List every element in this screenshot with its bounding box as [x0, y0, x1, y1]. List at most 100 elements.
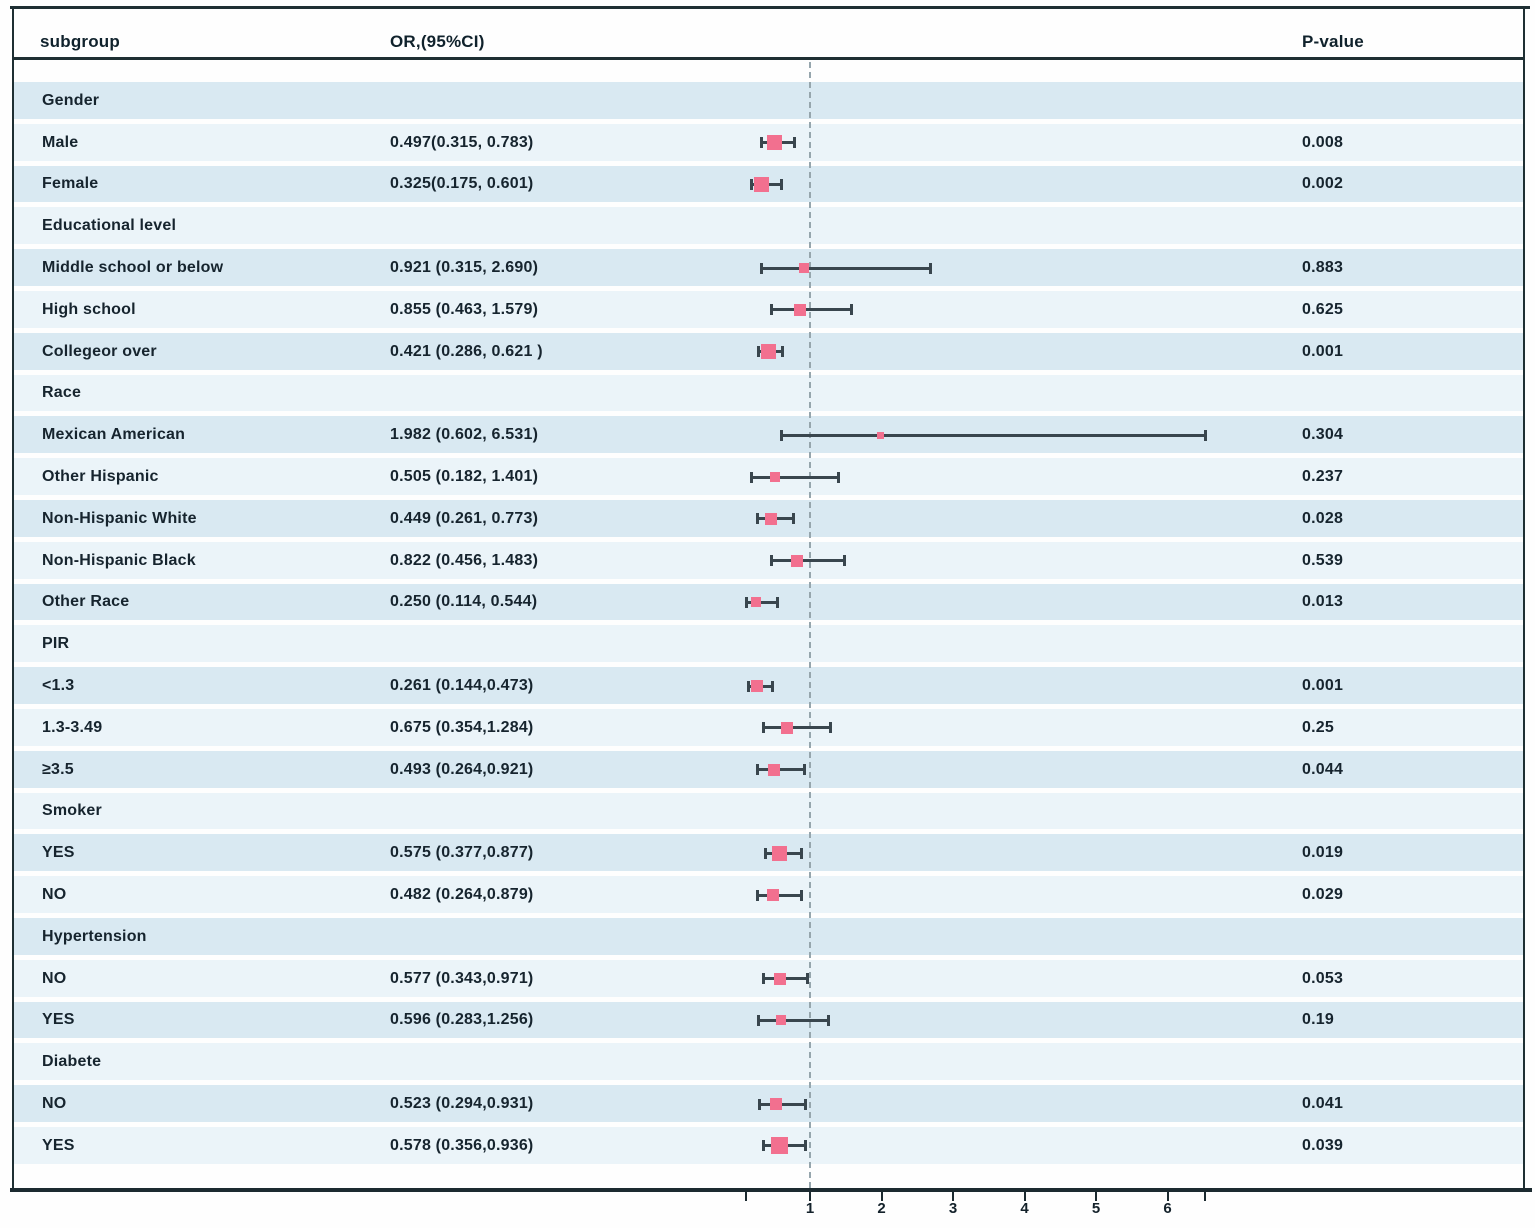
ci-cap-left [745, 596, 749, 608]
or-marker-square [767, 763, 780, 776]
or-marker-square [754, 176, 770, 192]
ci-cap-left [757, 346, 761, 358]
p-value: 0.625 [1302, 300, 1344, 318]
row-label: YES [42, 1011, 75, 1029]
row-stripe [14, 374, 1523, 412]
or-ci-value: 0.421 (0.286, 0.621 ) [390, 342, 543, 360]
axis-tick-label: 4 [1020, 1200, 1029, 1217]
ci-cap-right [792, 137, 796, 149]
ci-bar [746, 600, 778, 604]
row-label: Gender [42, 91, 100, 109]
category-row: Race [0, 373, 1535, 415]
ci-bar [758, 1018, 829, 1022]
row-stripe [14, 82, 1523, 119]
row-label: YES [42, 1136, 75, 1154]
or-marker-square [773, 972, 786, 985]
row-label: <1.3 [42, 677, 75, 695]
ci-cap-left [755, 513, 759, 525]
row-label: Non-Hispanic Black [42, 551, 196, 569]
axis-tick [1095, 1192, 1097, 1201]
ci-bar [771, 559, 845, 563]
or-marker-square [876, 431, 884, 439]
axis-tick-label: 6 [1163, 1200, 1172, 1217]
subgroup-row: YES 0.596 (0.283,1.256) 0.19 [0, 1000, 1535, 1042]
subgroup-row: <1.3 0.261 (0.144,0.473) 0.001 [0, 665, 1535, 707]
subgroup-row: NO 0.523 (0.294,0.931) 0.041 [0, 1083, 1535, 1125]
row-stripe [14, 1043, 1523, 1081]
p-value: 0.002 [1302, 175, 1344, 193]
row-stripe [14, 625, 1523, 663]
axis-tick [880, 1192, 883, 1201]
row-stripe [14, 541, 1523, 579]
x-axis-line [10, 1188, 1532, 1192]
or-marker-square [766, 135, 782, 151]
subgroup-row: Collegeor over 0.421 (0.286, 0.621 ) 0.001 [0, 331, 1535, 373]
ci-cap-left [769, 555, 773, 567]
left-border [12, 6, 14, 1190]
row-label: Other Race [42, 593, 130, 611]
ci-bar [771, 308, 852, 312]
ci-cap-right [781, 346, 785, 358]
subgroup-row: Non-Hispanic White 0.449 (0.261, 0.773) 0.… [0, 498, 1535, 540]
ci-cap-left [755, 889, 759, 901]
p-value: 0.028 [1302, 509, 1344, 527]
category-row: Diabete [0, 1041, 1535, 1083]
row-label: Diabete [42, 1053, 102, 1071]
subgroup-row: YES 0.578 (0.356,0.936) 0.039 [0, 1125, 1535, 1167]
or-marker-square [776, 1015, 787, 1026]
ci-bar [763, 726, 831, 730]
right-border [1523, 6, 1525, 1190]
column-header-subgroup: subgroup [40, 32, 120, 51]
axis-tick [952, 1192, 954, 1201]
subgroup-row: Non-Hispanic Black 0.822 (0.456, 1.483) 0.… [0, 540, 1535, 582]
ci-cap-right [799, 847, 803, 859]
ci-cap-right [779, 178, 783, 190]
ci-bar [757, 768, 805, 772]
subgroup-row: NO 0.482 (0.264,0.879) 0.029 [0, 874, 1535, 916]
row-label: NO [42, 886, 67, 904]
p-value: 0.041 [1302, 1095, 1344, 1113]
header-underline [12, 57, 1525, 60]
subgroup-row: NO 0.577 (0.343,0.971) 0.053 [0, 958, 1535, 1000]
row-stripe [14, 917, 1523, 955]
axis-tick-label: 2 [877, 1200, 886, 1217]
row-stripe [14, 207, 1523, 245]
row-label: ≥3.5 [42, 760, 74, 778]
ci-cap-left [759, 262, 763, 274]
ci-cap-right [828, 722, 832, 734]
ci-cap-right [799, 889, 803, 901]
or-ci-value: 0.325(0.175, 0.601) [390, 175, 534, 193]
row-label: Male [42, 133, 79, 151]
ci-cap-left [762, 722, 766, 734]
p-value: 0.539 [1302, 551, 1344, 569]
p-value: 0.039 [1302, 1136, 1344, 1154]
or-marker-square [771, 1137, 789, 1155]
category-row: Educational level [0, 205, 1535, 247]
ci-cap-left [747, 680, 751, 692]
column-header-p-value: P-value [1302, 32, 1364, 51]
ci-cap-right [826, 1014, 830, 1026]
or-marker-square [780, 721, 793, 734]
row-label: Collegeor over [42, 342, 157, 360]
row-label: Educational level [42, 217, 177, 235]
p-value: 0.19 [1302, 1011, 1334, 1029]
ci-cap-left [750, 471, 753, 483]
p-value: 0.013 [1302, 593, 1344, 611]
or-ci-value: 0.493 (0.264,0.921) [390, 760, 534, 778]
column-header-or-ci: OR,(95%CI) [390, 32, 485, 51]
or-ci-value: 0.921 (0.315, 2.690) [390, 259, 539, 277]
subgroup-row: Female 0.325(0.175, 0.601) 0.002 [0, 164, 1535, 206]
ci-cap-right [803, 1098, 807, 1110]
ci-cap-right [770, 680, 774, 692]
ci-cap-right [806, 973, 810, 985]
or-marker-square [769, 1098, 782, 1111]
subgroup-row: Other Race 0.250 (0.114, 0.544) 0.013 [0, 582, 1535, 624]
axis-tick [809, 1192, 811, 1201]
axis-tick [1166, 1192, 1169, 1201]
subgroup-row: High school 0.855 (0.463, 1.579) 0.625 [0, 289, 1535, 331]
row-stripe [14, 290, 1523, 328]
ci-bar [781, 433, 1206, 437]
or-ci-value: 0.449 (0.261, 0.773) [390, 509, 539, 527]
p-value: 0.001 [1302, 677, 1344, 695]
